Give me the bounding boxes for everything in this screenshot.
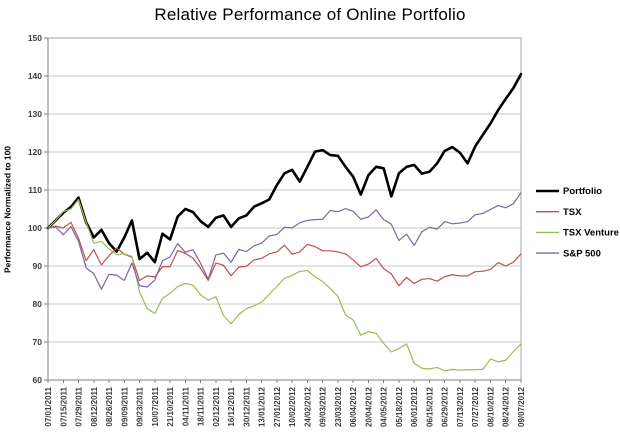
x-axis-tick-label: 05/18/2012: [395, 386, 404, 427]
x-axis-tick-label: 09/23/2011: [136, 386, 145, 426]
y-axis-tick-label: 60: [33, 375, 43, 385]
legend-label: TSX: [563, 207, 582, 218]
y-axis-tick-label: 80: [33, 299, 43, 309]
x-axis-tick-label: 04/05/2012: [380, 386, 389, 427]
x-axis-tick-label: 16/12/2011: [227, 386, 236, 426]
series-line-tsx-venture: [47, 198, 522, 372]
x-axis-tick-label: 07/15/2011: [59, 386, 68, 426]
y-axis-title: Performance Normalized to 100: [2, 145, 13, 274]
x-axis-tick-label: 09/03/2012: [319, 386, 328, 427]
x-axis-tick-label: 24/02/2012: [303, 386, 312, 427]
chart-title: Relative Performance of Online Portfolio: [154, 5, 466, 24]
x-axis-tick-label: 23/03/2012: [334, 386, 343, 427]
x-axis-tick-label: 07/13/2012: [456, 386, 465, 427]
x-axis-tick-label: 06/01/2012: [410, 386, 419, 427]
x-axis-tick-label: 09/07/2012: [517, 386, 526, 427]
x-axis-tick-label: 07/29/2011: [75, 386, 84, 426]
x-axis-tick-label: 30/12/2011: [242, 386, 251, 426]
x-axis-tick-label: 21/10/2011: [166, 386, 175, 426]
plot-border: [47, 37, 522, 381]
x-axis-tick-label: 07/27/2012: [471, 386, 480, 427]
x-axis-tick-label: 07/01/2011: [44, 386, 53, 426]
x-axis-tick-label: 06/15/2012: [425, 386, 434, 427]
x-axis-tick-label: 06/04/2012: [349, 386, 358, 427]
x-axis-tick-label: 08/26/2011: [105, 386, 114, 426]
x-axis-tick-label: 20/04/2012: [364, 386, 373, 427]
y-axis-tick-label: 90: [33, 261, 43, 271]
x-axis-tick-label: 10/07/2011: [151, 386, 160, 426]
y-axis-tick-label: 150: [28, 33, 42, 43]
y-axis-tick-label: 110: [28, 185, 42, 195]
x-axis-tick-label: 08/12/2011: [90, 386, 99, 426]
x-axis-tick-label: 08/24/2012: [502, 386, 511, 427]
y-axis-tick-label: 100: [28, 223, 42, 233]
legend-label: S&P 500: [563, 248, 601, 259]
x-axis-tick-label: 08/10/2012: [486, 386, 495, 427]
series-line-s-p-500: [47, 192, 522, 290]
x-axis-tick-label: 18/11/2011: [197, 386, 206, 426]
legend-label: TSX Venture: [563, 228, 619, 239]
legend-label: Portfolio: [563, 186, 602, 197]
x-axis-tick-label: 27/01/2012: [273, 386, 282, 427]
x-axis-tick-label: 10/02/2012: [288, 386, 297, 427]
x-axis-tick-label: 13/01/2012: [258, 386, 267, 427]
y-axis-tick-label: 70: [33, 337, 43, 347]
y-axis-tick-label: 120: [28, 147, 42, 157]
y-axis-tick-label: 140: [28, 71, 42, 81]
x-axis-tick-label: 02/12/2011: [212, 386, 221, 426]
x-axis-tick-label: 06/29/2012: [441, 386, 450, 427]
x-axis-tick-label: 04/11/2011: [181, 386, 190, 426]
series-line-portfolio: [46, 72, 523, 264]
x-axis-tick-label: 09/09/2011: [120, 386, 129, 426]
y-axis-tick-label: 130: [28, 109, 42, 119]
